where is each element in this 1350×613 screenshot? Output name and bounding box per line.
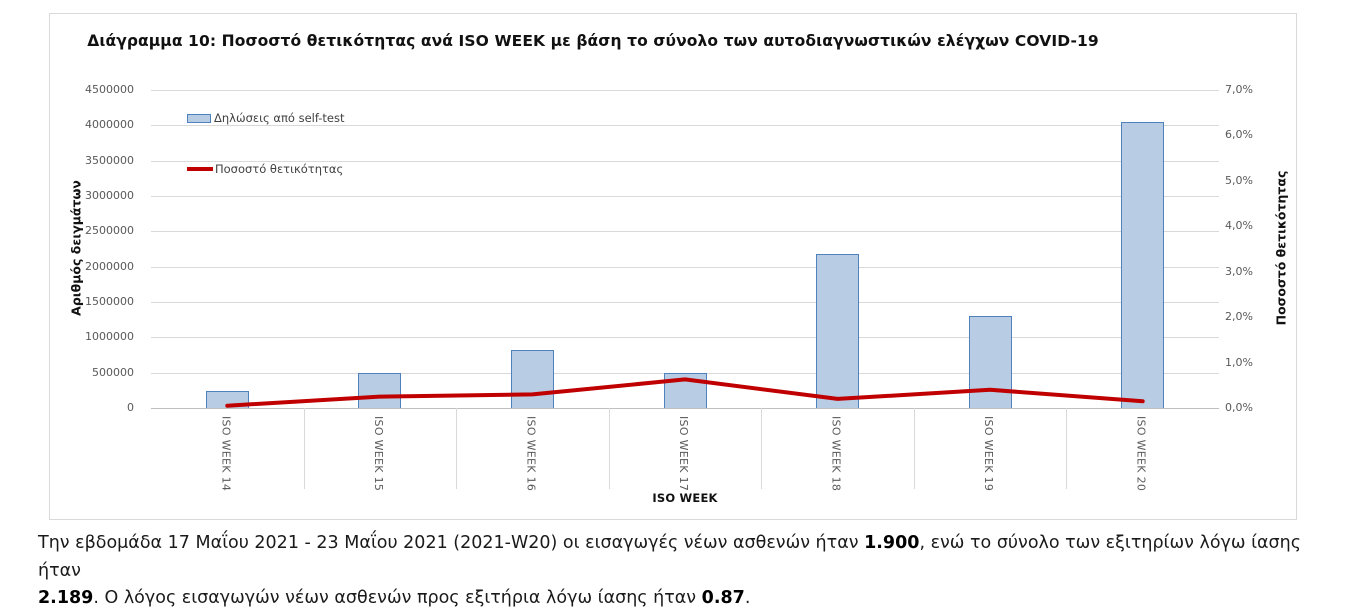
footnote-value: 1.900 [864, 533, 920, 553]
footnote-text: . Ο λόγος εισαγωγών νέων ασθενών προς εξ… [93, 588, 702, 608]
left-axis-tick-label: 4500000 [85, 83, 134, 96]
x-axis-title: ISO WEEK [652, 491, 718, 505]
gridline [151, 196, 1219, 197]
bar-series-swatch-icon [187, 113, 211, 123]
right-axis-tick-label: 0,0% [1225, 401, 1253, 414]
left-axis-tick-label: 2500000 [85, 224, 134, 238]
right-axis-tick-label: 7,0% [1225, 83, 1253, 96]
left-axis-tick-label: 0 [127, 401, 134, 414]
legend-item-line: Ποσοστό θετικότητας [187, 162, 343, 176]
line-series-swatch-icon [187, 167, 213, 171]
trend-line-svg [225, 377, 1145, 408]
right-axis-tick-label: 2,0% [1225, 310, 1253, 324]
bar [358, 372, 402, 408]
legend-item-bars: Δηλώσεις από self-test [187, 111, 345, 125]
gridline [151, 125, 1219, 127]
footnote-text: . [744, 588, 751, 608]
left-axis-tick-label: 1500000 [85, 295, 134, 308]
gridline [151, 302, 1219, 303]
legend-label-line: Ποσοστό θετικότητας [215, 162, 344, 176]
legend-label-bars: Δηλώσεις από self-test [214, 111, 345, 125]
footnote-text: Την εβδομάδα 17 Μαΐου 2021 - 23 Μαΐου 20… [38, 533, 865, 553]
left-axis-tick-label: 500000 [92, 365, 134, 379]
right-axis-title: Ποσοστό θετικότητας [1273, 170, 1289, 326]
category-tick [1066, 408, 1067, 489]
right-axis-tick-label: 4,0% [1225, 219, 1253, 233]
chart-frame: Διάγραμμα 10: Ποσοστό θετικότητας ανά IS… [49, 13, 1297, 520]
x-tick-label: ISO WEEK 15 [371, 416, 385, 492]
left-axis-tick-label: 3000000 [85, 189, 134, 202]
right-axis-tick-labels: 0,0% 1,0% 2,0% 3,0% 4,0% 5,0% 6,0% 7,0% [1222, 83, 1292, 414]
x-tick-label: ISO WEEK 17 [677, 416, 690, 492]
gridline [151, 90, 1219, 91]
left-axis-tick-label: 1000000 [85, 330, 134, 344]
gridline [151, 160, 1219, 162]
footnote-text: , ενώ το σύνολο των εξιτηρίων λόγω ίασης… [38, 533, 1302, 581]
x-tick-label: ISO WEEK 14 [219, 416, 233, 492]
bar [816, 253, 860, 408]
page: { "chart_data": { "type": "combo", "titl… [38, 13, 1302, 608]
left-axis-tick-label: 2000000 [85, 259, 134, 273]
left-axis-title: Αριθμός δειγμάτων [68, 180, 84, 316]
x-tick-label: ISO WEEK 18 [829, 416, 843, 492]
gridline [151, 337, 1219, 339]
category-tick [304, 408, 305, 489]
right-axis-tick-label: 6,0% [1225, 128, 1253, 142]
left-axis-tick-labels: 0 500000 1000000 1500000 2000000 2500000 30000… [50, 83, 143, 414]
right-axis-tick-label: 1,0% [1225, 355, 1253, 369]
footnote-value: 2.189 [38, 588, 94, 608]
gridline [151, 231, 1219, 233]
trend-line [225, 377, 1145, 408]
chart-title: Διάγραμμα 10: Ποσοστό θετικότητας ανά IS… [87, 32, 1099, 50]
footnote-line: 2.189. Ο λόγος εισαγωγών νέων ασθενών πρ… [38, 585, 1330, 613]
footnote-line: Την εβδομάδα 17 Μαΐου 2021 - 23 Μαΐου 20… [38, 530, 1330, 585]
gridline [151, 408, 1219, 409]
category-tick [609, 408, 610, 489]
left-axis-tick-label: 4000000 [85, 118, 134, 132]
gridline [151, 266, 1219, 268]
right-axis-tick-label: 3,0% [1225, 264, 1253, 278]
plot-area: Δηλώσεις από self-test Ποσοστό θετικότητ… [151, 90, 1219, 491]
category-tick [456, 408, 457, 489]
x-tick-label: ISO WEEK 19 [982, 416, 996, 492]
footnote-value: 0.87 [701, 588, 745, 608]
left-axis-tick-label: 3500000 [85, 153, 134, 167]
bar [968, 316, 1012, 408]
bar [1121, 121, 1165, 408]
right-axis-tick-label: 5,0% [1225, 173, 1253, 187]
footnote: Την εβδομάδα 17 Μαΐου 2021 - 23 Μαΐου 20… [38, 530, 1330, 613]
x-tick-label: ISO WEEK 20 [1134, 416, 1148, 492]
category-tick [761, 408, 762, 489]
bar [510, 349, 554, 408]
x-tick-label: ISO WEEK 16 [524, 416, 538, 492]
category-tick [914, 408, 915, 489]
